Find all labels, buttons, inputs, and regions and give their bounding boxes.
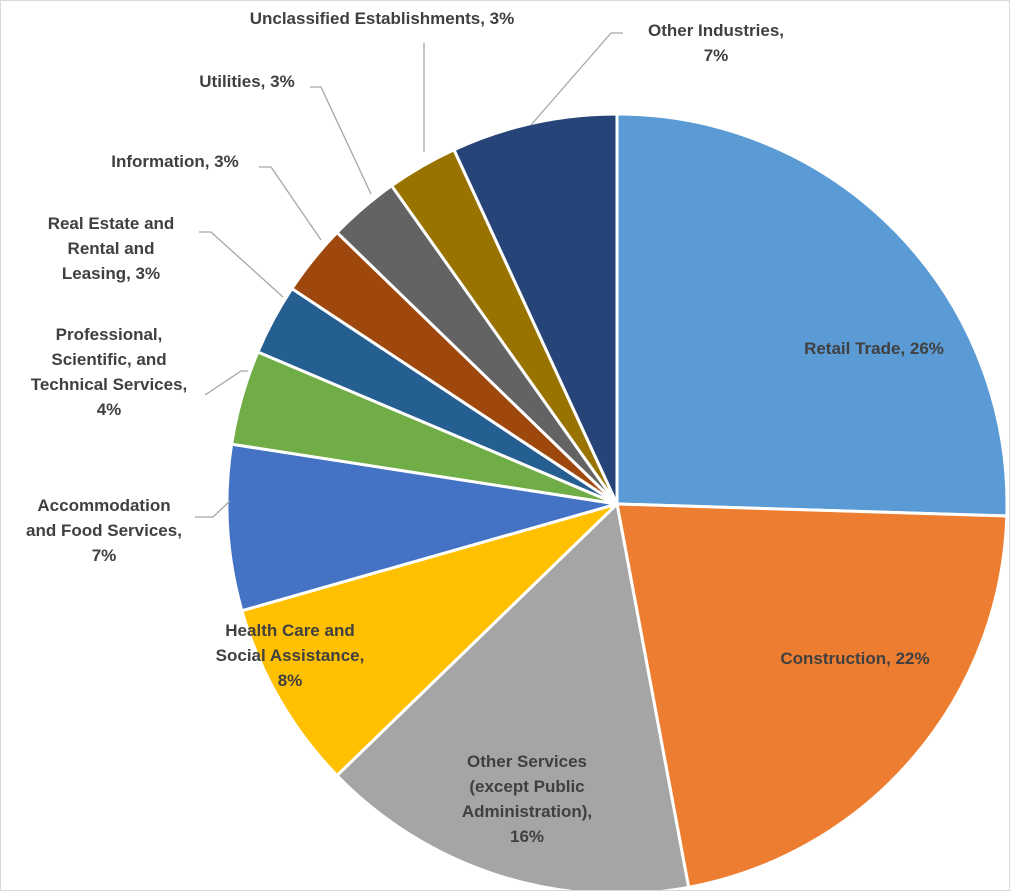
leader-line-other-industries	[530, 32, 623, 126]
leader-lines	[195, 32, 623, 518]
leader-line-information	[259, 166, 322, 241]
data-label-information: Information, 3%	[111, 152, 239, 171]
data-label-construction: Construction, 22%	[780, 649, 929, 668]
data-label-unclassified-establishments: Unclassified Establishments, 3%	[250, 9, 515, 28]
leader-line-professional-scientific-and-technical-services	[204, 370, 248, 396]
data-labels: Retail Trade, 26% Construction, 22% Other …	[26, 9, 944, 846]
slice-health-care-and-social-assistance	[240, 502, 619, 778]
data-label-retail-trade: Retail Trade, 26%	[804, 339, 944, 358]
data-label-professional-scientific-and-technical-services: Professional, Scientific, and Technical Se…	[31, 325, 188, 419]
slice-construction	[615, 502, 1009, 890]
pie-slices	[225, 112, 1009, 890]
data-label-real-estate-and-rental-and-leasing: Real Estate and Rental and Leasing, 3%	[48, 214, 175, 283]
leader-line-real-estate-and-rental-and-leasing	[199, 231, 284, 298]
slice-accommodation-and-food-services	[225, 442, 618, 613]
slice-other-services-except-public-administration	[334, 500, 691, 890]
data-label-health-care-and-social-assistance: Health Care and Social Assistance, 8%	[216, 621, 365, 690]
slice-retail-trade	[615, 112, 1009, 518]
data-label-accommodation-and-food-services: Accommodation and Food Services, 7%	[26, 496, 182, 565]
slice-other-industries	[452, 112, 619, 505]
data-label-other-industries: Other Industries, 7%	[648, 21, 784, 65]
data-label-other-services-except-public-administration: Other Services (except Public Administrati…	[462, 752, 592, 846]
leader-line-utilities	[310, 86, 372, 195]
leader-line-accommodation-and-food-services	[195, 500, 231, 518]
data-label-utilities: Utilities, 3%	[199, 72, 294, 91]
